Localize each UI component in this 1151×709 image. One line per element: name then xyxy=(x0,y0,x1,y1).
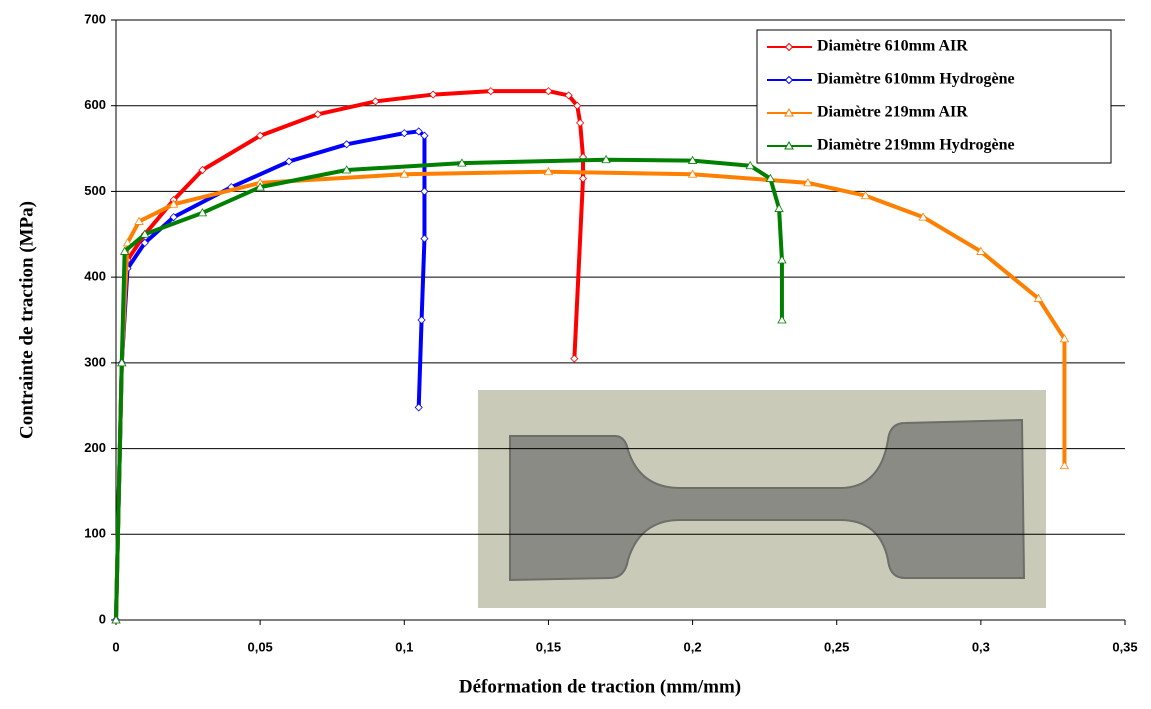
marker xyxy=(1059,460,1070,470)
marker xyxy=(774,203,784,212)
marker xyxy=(256,131,265,140)
marker xyxy=(198,165,207,175)
marker xyxy=(111,615,121,624)
marker xyxy=(420,187,429,196)
marker xyxy=(564,91,573,100)
y-tick-label: 500 xyxy=(84,183,106,198)
legend-marker xyxy=(784,75,794,85)
marker xyxy=(745,160,755,170)
legend-marker xyxy=(784,140,794,150)
marker xyxy=(457,158,467,167)
marker xyxy=(417,315,426,325)
x-tick-label: 0,05 xyxy=(247,639,272,654)
marker xyxy=(420,234,429,243)
y-tick-label: 600 xyxy=(84,97,106,112)
marker xyxy=(687,155,698,164)
marker xyxy=(414,403,423,412)
x-tick-label: 0,1 xyxy=(395,639,413,654)
legend-label: Diamètre 219mm AIR xyxy=(817,104,968,121)
x-tick-label: 0,2 xyxy=(684,639,702,654)
marker xyxy=(117,358,127,367)
y-tick-label: 300 xyxy=(84,354,106,369)
marker xyxy=(168,199,179,208)
marker xyxy=(420,131,429,140)
marker xyxy=(918,212,928,221)
marker xyxy=(573,101,582,110)
marker xyxy=(570,354,579,363)
marker xyxy=(284,157,294,166)
specimen xyxy=(509,418,1026,582)
x-tick-label: 0,3 xyxy=(972,639,990,654)
marker xyxy=(399,169,409,178)
x-tick-label: 0,15 xyxy=(536,639,561,654)
y-tick-label: 200 xyxy=(84,440,106,455)
y-tick-label: 0 xyxy=(99,611,106,626)
marker xyxy=(400,129,409,138)
x-tick-label: 0,35 xyxy=(1112,639,1137,654)
marker xyxy=(197,208,208,217)
marker xyxy=(134,216,144,225)
specimen-photo xyxy=(478,390,1046,608)
legend-label: Diamètre 610mm Hydrogène xyxy=(817,71,1015,88)
marker xyxy=(140,229,150,238)
y-axis-title: Contrainte de traction (MPa) xyxy=(16,201,37,439)
marker xyxy=(578,174,588,183)
marker xyxy=(601,154,611,164)
y-tick-label: 700 xyxy=(84,11,106,26)
marker xyxy=(414,127,423,136)
marker xyxy=(140,238,149,247)
marker xyxy=(122,238,133,247)
x-tick-label: 0,25 xyxy=(824,639,849,654)
marker xyxy=(169,213,178,222)
marker xyxy=(1059,334,1070,343)
y-tick-label: 100 xyxy=(84,526,106,541)
marker xyxy=(576,118,585,127)
marker xyxy=(255,182,265,191)
marker xyxy=(486,87,495,96)
legend-marker xyxy=(784,42,794,52)
marker xyxy=(765,173,776,182)
marker xyxy=(860,190,871,200)
marker xyxy=(543,166,554,176)
marker xyxy=(119,246,130,255)
series-line xyxy=(114,169,1067,621)
marker xyxy=(1033,293,1044,302)
x-tick-label: 0 xyxy=(112,639,119,654)
x-axis-title: Déformation de traction (mm/mm) xyxy=(459,676,741,697)
series-line xyxy=(114,129,427,621)
marker xyxy=(777,315,787,324)
y-tick-label: 400 xyxy=(84,269,106,284)
marker xyxy=(803,178,813,187)
marker xyxy=(544,87,553,96)
marker xyxy=(342,140,351,149)
marker xyxy=(371,97,380,106)
marker xyxy=(429,90,438,99)
marker xyxy=(777,255,787,264)
marker xyxy=(687,169,698,178)
legend-marker xyxy=(784,107,794,117)
marker xyxy=(313,110,322,119)
legend-label: Diamètre 610mm AIR xyxy=(817,38,968,55)
marker xyxy=(341,165,352,174)
marker xyxy=(976,246,986,255)
legend-label: Diamètre 219mm Hydrogène xyxy=(817,137,1015,154)
legend-box xyxy=(756,29,1112,164)
